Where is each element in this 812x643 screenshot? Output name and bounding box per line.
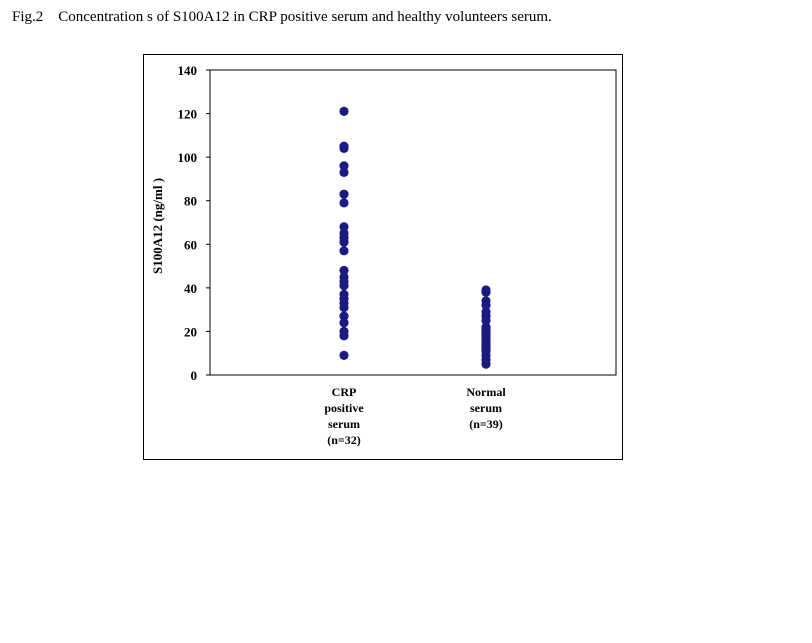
y-tick-label: 140 xyxy=(178,63,198,78)
data-point xyxy=(339,246,349,256)
data-point xyxy=(339,265,349,276)
data-point xyxy=(339,350,349,360)
data-point xyxy=(339,237,349,247)
data-point xyxy=(339,161,349,171)
y-tick-label: 120 xyxy=(178,107,198,122)
category-label: (n=32) xyxy=(327,433,361,447)
y-axis-label: S100A12 (ng/ml ) xyxy=(150,178,165,274)
data-point xyxy=(339,331,349,341)
data-point xyxy=(339,106,349,116)
data-point xyxy=(339,189,349,199)
data-point xyxy=(339,311,349,321)
data-point xyxy=(339,302,349,313)
y-tick-label: 60 xyxy=(184,237,197,252)
chart-frame xyxy=(143,54,623,460)
y-tick-label: 40 xyxy=(184,281,197,296)
category-label: serum xyxy=(470,401,502,415)
y-tick-label: 100 xyxy=(178,150,198,165)
figure-title: Fig.2 Concentration s of S100A12 in CRP … xyxy=(12,9,552,25)
category-label: CRP xyxy=(332,385,357,399)
data-point xyxy=(339,198,349,208)
data-point xyxy=(481,359,491,369)
y-tick-label: 20 xyxy=(184,324,197,339)
data-point xyxy=(481,315,491,326)
data-point xyxy=(339,143,349,154)
y-tick-label: 0 xyxy=(191,368,198,383)
data-point xyxy=(481,300,491,310)
category-label: serum xyxy=(328,417,360,431)
data-point xyxy=(339,222,349,232)
category-label: Normal xyxy=(466,385,506,399)
category-label: (n=39) xyxy=(469,417,503,431)
data-point xyxy=(339,318,349,328)
y-tick-label: 80 xyxy=(184,194,197,209)
data-point xyxy=(339,281,349,291)
plot-area xyxy=(209,69,617,376)
data-point xyxy=(481,287,491,297)
category-label: positive xyxy=(324,401,364,415)
data-point xyxy=(339,167,349,177)
